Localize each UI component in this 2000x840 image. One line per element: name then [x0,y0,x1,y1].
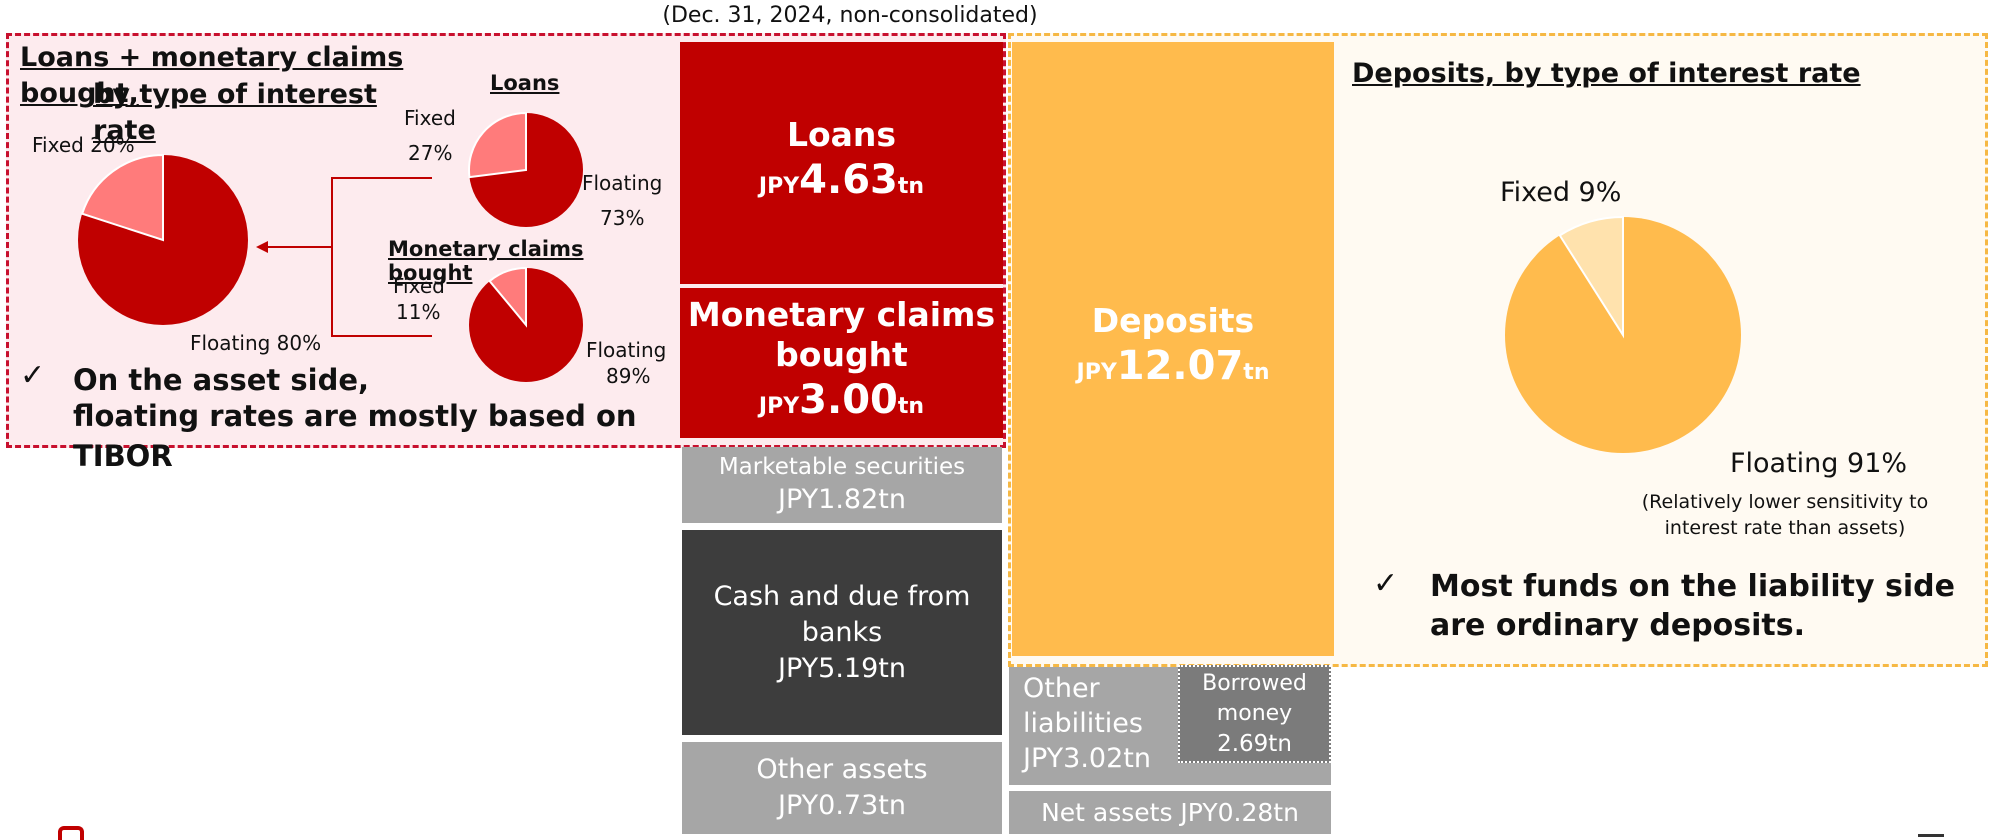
mcb-floating-label: Floating [586,338,667,362]
mcb-floating-value: 89% [606,364,651,388]
liability-check-icon: ✓ [1373,566,1399,601]
other-liabilities-name-line2: liabilities [1023,708,1143,739]
combined-pie-chart [78,153,248,325]
loans-floating-value: 73% [600,206,645,230]
loans-fixed-label: Fixed [404,106,456,130]
page-number-fragment [1918,834,1944,837]
deposit-note-line2: interest rate than assets) [1664,517,1906,539]
cash-name-line2: banks [801,616,883,648]
liability-panel-heading: Deposits, by type of interest rate [1352,58,1861,89]
securities-name: Marketable securities [718,454,966,480]
asset-panel-heading-line1: Loans + monetary claims bought, [20,42,404,109]
cash-block: Cash and due from banks JPY5.19tn [682,530,1002,735]
combined-fixed-label: Fixed 20% [32,133,135,157]
mcb-name-line1: Monetary claims [687,294,996,334]
mcb-pie-chart [469,266,583,382]
loans-value: JPY4.63tn [758,156,925,203]
mcb-name-line2: bought [775,334,908,374]
borrowed-name-line2: money [1216,701,1293,726]
deposits-name: Deposits [1091,300,1255,340]
cash-name-line1: Cash and due from [713,580,971,612]
loans-floating-label: Floating [582,171,663,195]
mcb-fixed-slice [488,266,527,328]
other-liabilities-value: JPY3.02tn [1023,743,1151,774]
other-assets-value: JPY0.73tn [778,790,906,821]
net-assets-block: Net assets JPY0.28tn [1009,791,1331,834]
other-assets-block: Other assets JPY0.73tn [682,742,1002,834]
logo-fragment [58,826,84,840]
deposits-block: Deposits JPY12.07tn [1012,42,1334,656]
borrowed-money-block: Borrowed money 2.69tn [1178,665,1331,763]
combined-floating-label: Floating 80% [190,331,322,355]
securities-value: JPY1.82tn [778,484,906,515]
liability-bullet-line1: Most funds on the liability side [1430,569,1955,604]
loans-pie-chart [468,111,583,227]
mcb-value: JPY3.00tn [758,376,925,423]
borrowed-value: 2.69tn [1217,731,1292,757]
deposit-floating-label: Floating 91% [1730,448,1908,479]
mcb-block: Monetary claims bought JPY3.00tn [680,288,1003,438]
combined-fixed-slice [80,153,164,242]
loans-block: Loans JPY4.63tn [680,42,1003,284]
deposit-note-line1: (Relatively lower sensitivity to [1641,491,1929,513]
mcb-fixed-label: Fixed [393,274,445,298]
deposit-fixed-label: Fixed 9% [1500,177,1622,208]
pie-connector [256,177,432,337]
asset-bullet-line2: floating rates are mostly based on TIBOR [73,399,637,473]
other-liabilities-name-line1: Other [1023,673,1100,704]
mcb-pie-title: Monetary claims bought [388,237,584,285]
deposits-value: JPY12.07tn [1076,342,1270,389]
net-assets-value: Net assets JPY0.28tn [1041,797,1299,827]
loans-fixed-slice [468,111,527,179]
deposit-pie-chart [1505,215,1741,453]
asset-pies-svg [78,111,583,382]
other-assets-name: Other assets [756,754,928,785]
cash-value: JPY5.19tn [778,652,906,684]
asset-bullet-line1: On the asset side, [73,363,370,397]
loans-name: Loans [786,114,897,154]
loans-fixed-value: 27% [408,141,453,165]
liability-bullet-line2: are ordinary deposits. [1430,608,1806,643]
arrow-left-icon [256,241,268,253]
securities-block: Marketable securities JPY1.82tn [682,447,1002,523]
asset-panel-heading-line2: by type of interest rate [93,79,377,146]
loans-pie-title: Loans [490,71,560,95]
mcb-fixed-value: 11% [396,300,441,324]
borrowed-name-line1: Borrowed [1202,671,1307,696]
asset-check-icon: ✓ [20,358,46,393]
deposit-pie-svg [1505,215,1741,453]
subtitle: (Dec. 31, 2024, non-consolidated) [662,3,1038,28]
deposit-fixed-slice [1558,215,1624,339]
